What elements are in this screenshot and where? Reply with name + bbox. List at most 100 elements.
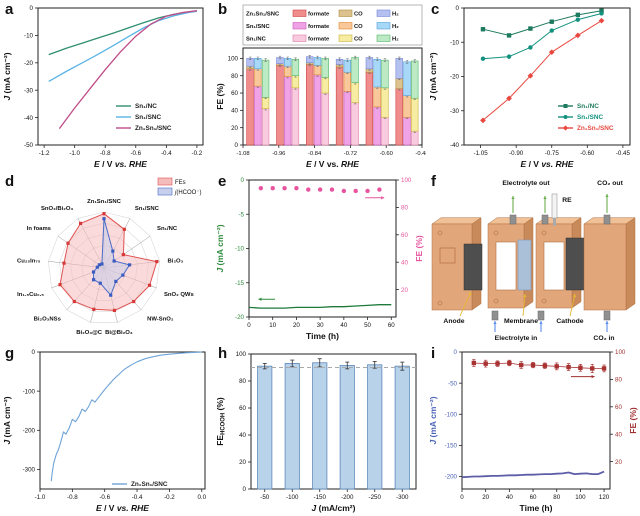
axes: -1.0 -0.8 -0.6 -0.4 -0.2 0.0 0 -100 -200 -300 bbox=[23, 349, 207, 501]
chart-e-stability: 0 10 20 30 40 50 60 0 -5 -10 -15 -20 20 40 60 80 100 Time… bbox=[215, 177, 424, 341]
y2-tick: 60 bbox=[615, 404, 622, 411]
series-Sn₁/SNC bbox=[480, 11, 604, 61]
label-anode: Anode bbox=[443, 318, 464, 325]
radar-axis-label: Sn₁/NC bbox=[157, 226, 178, 232]
radar-axis-label: Sn₁/SNC bbox=[135, 206, 160, 212]
membrane-sheet bbox=[517, 239, 532, 291]
legend: Zn₁Sn₁/SNC formate CO H₂ Sn₁/SNC formate CO H₂ S… bbox=[242, 4, 423, 46]
legend-product: CO bbox=[354, 37, 363, 43]
x-tick: 50 bbox=[364, 322, 371, 329]
legend-label: Zn₁Sn₁/SNC bbox=[131, 481, 168, 488]
radar-axis-label: Bi@Bi₂O₃ bbox=[105, 330, 133, 336]
x-tick: -0.4 bbox=[132, 494, 143, 501]
bar-segment bbox=[373, 106, 381, 146]
radar-axis-label: Bi₂O₃ bbox=[168, 259, 184, 265]
y2-tick: 20 bbox=[401, 287, 408, 294]
chart-i-long-stability: 0 20 40 60 80 100 120 0 -50 -100 -150 -200 20 40 60 80 1… bbox=[428, 349, 638, 513]
x-tick: -0.4 bbox=[161, 150, 172, 157]
y-tick: -10 bbox=[24, 33, 34, 40]
y2-tick: 80 bbox=[401, 205, 408, 212]
x-tick: -0.96 bbox=[272, 151, 285, 157]
x-tick: -150 bbox=[314, 494, 327, 501]
label-co2-in: CO₂ in bbox=[593, 335, 614, 342]
x-axis-label: J (mA/cm²) bbox=[312, 503, 356, 513]
series-FE bbox=[258, 186, 382, 194]
bar-segment bbox=[381, 87, 389, 118]
chart-g-flowcell-lsv: -1.0 -0.8 -0.6 -0.4 -0.2 0.0 0 -100 -200 -300 E / … bbox=[2, 349, 207, 513]
y-axis-label: J (mA cm⁻²) bbox=[428, 396, 438, 444]
series-Zn₁Sn₁/SNC bbox=[50, 351, 202, 482]
legend: Zn₁Sn₁/SNC bbox=[112, 481, 168, 488]
bar bbox=[284, 363, 300, 490]
tube-port bbox=[491, 310, 499, 321]
legend: FEs j(HCOO⁻) bbox=[157, 177, 202, 196]
bar-segment bbox=[343, 59, 351, 73]
series-J bbox=[461, 470, 605, 479]
legend-product: H₂ bbox=[392, 24, 399, 30]
bar-segment bbox=[335, 66, 344, 146]
panel-d: d FEs j(HCOO⁻) Zn₁Sn₁/SNC Sn₁/SNC Sn₁/NC Bi₂O… bbox=[0, 172, 213, 344]
y-tick: 40 bbox=[239, 432, 246, 439]
legend-catalyst: Zn₁Sn₁/SNC bbox=[246, 12, 280, 18]
y-tick: -50 bbox=[448, 380, 458, 387]
y-axis-label: J (mA cm⁻²) bbox=[215, 224, 225, 272]
legend-label: Zn₁Sn₁/SNC bbox=[135, 125, 172, 132]
bar-segment bbox=[403, 61, 411, 96]
x-tick: 100 bbox=[575, 494, 586, 501]
y2-axis-label: FE (%) bbox=[414, 235, 424, 262]
bar-segment bbox=[313, 74, 322, 146]
bar-segment bbox=[261, 59, 270, 98]
axes: 0 20 40 60 80 100 bbox=[236, 351, 417, 493]
bar-segment bbox=[321, 58, 329, 78]
chart-d-radar: FEs j(HCOO⁻) Zn₁Sn₁/SNC Sn₁/SNC Sn₁/NC Bi₂O₃ S… bbox=[17, 177, 202, 336]
bar-segment bbox=[373, 86, 381, 108]
x-tick: 20 bbox=[293, 322, 300, 329]
y-tick: -5 bbox=[238, 211, 244, 218]
y-tick: -300 bbox=[23, 467, 36, 474]
bar-segment bbox=[254, 85, 262, 146]
bar-segment bbox=[261, 108, 270, 146]
tube-port bbox=[603, 214, 611, 225]
x-axis-label: E / V vs. RHE bbox=[306, 159, 359, 169]
reference-electrode bbox=[551, 193, 558, 219]
axes: 0 10 20 30 40 50 60 0 -5 -10 -15 -20 20 40 60 80 100 bbox=[235, 177, 412, 329]
bar-segment bbox=[351, 102, 359, 146]
legend-product: CO bbox=[354, 12, 363, 18]
y-tick: -20 bbox=[24, 60, 34, 67]
bar-segment bbox=[381, 59, 389, 89]
y2-tick: 100 bbox=[615, 349, 626, 356]
x-tick: 10 bbox=[269, 322, 276, 329]
y-tick: 100 bbox=[228, 56, 239, 63]
x-tick: -1.05 bbox=[474, 150, 489, 157]
y-tick: 0 bbox=[243, 486, 247, 493]
y-tick: 80 bbox=[231, 73, 238, 80]
y-tick: -200 bbox=[23, 427, 36, 434]
panel-letter-d: d bbox=[5, 173, 15, 190]
y2-tick: 40 bbox=[401, 259, 408, 266]
y-tick: -40 bbox=[450, 142, 460, 149]
axes: -1.05 -0.90 -0.75 -0.60 -0.45 0 -10 -20 -30 -40 bbox=[450, 5, 631, 157]
x-axis-label: E / V vs. RHE bbox=[521, 159, 574, 169]
legend-product: H₂ bbox=[392, 12, 399, 18]
radar-axis-label: SnO₂/Bi₂O₃ bbox=[41, 206, 73, 212]
y2-tick: 100 bbox=[401, 177, 412, 184]
series-Sn₁/NC bbox=[480, 8, 604, 38]
y-tick: 0 bbox=[32, 349, 36, 356]
bar-segment bbox=[411, 97, 419, 132]
x-tick: -1.0 bbox=[35, 494, 46, 501]
radar-axis-label: In₁.₅Cu₀.₅ bbox=[17, 292, 44, 298]
axes: 0 20 40 60 80 100 bbox=[228, 47, 423, 149]
panel-letter-h: h bbox=[218, 345, 228, 362]
y-tick: 0 bbox=[241, 177, 245, 184]
bar-segment bbox=[306, 64, 314, 146]
y-tick: 0 bbox=[30, 5, 34, 12]
bar-segment bbox=[291, 75, 300, 89]
flow-cell bbox=[431, 193, 636, 332]
panel-g: g -1.0 -0.8 -0.6 -0.4 -0.2 0.0 0 -100 -200 -300 E … bbox=[0, 344, 213, 516]
bar-segment bbox=[351, 57, 359, 83]
y-axis-label: J (mA cm⁻²) bbox=[2, 52, 12, 100]
y-axis-label: FEHCOOH (%) bbox=[215, 397, 227, 446]
x-tick: 20 bbox=[482, 494, 489, 501]
legend-label: Sn₁/SNC bbox=[577, 114, 603, 121]
y-axis-label: J (mA cm⁻²) bbox=[2, 396, 12, 444]
